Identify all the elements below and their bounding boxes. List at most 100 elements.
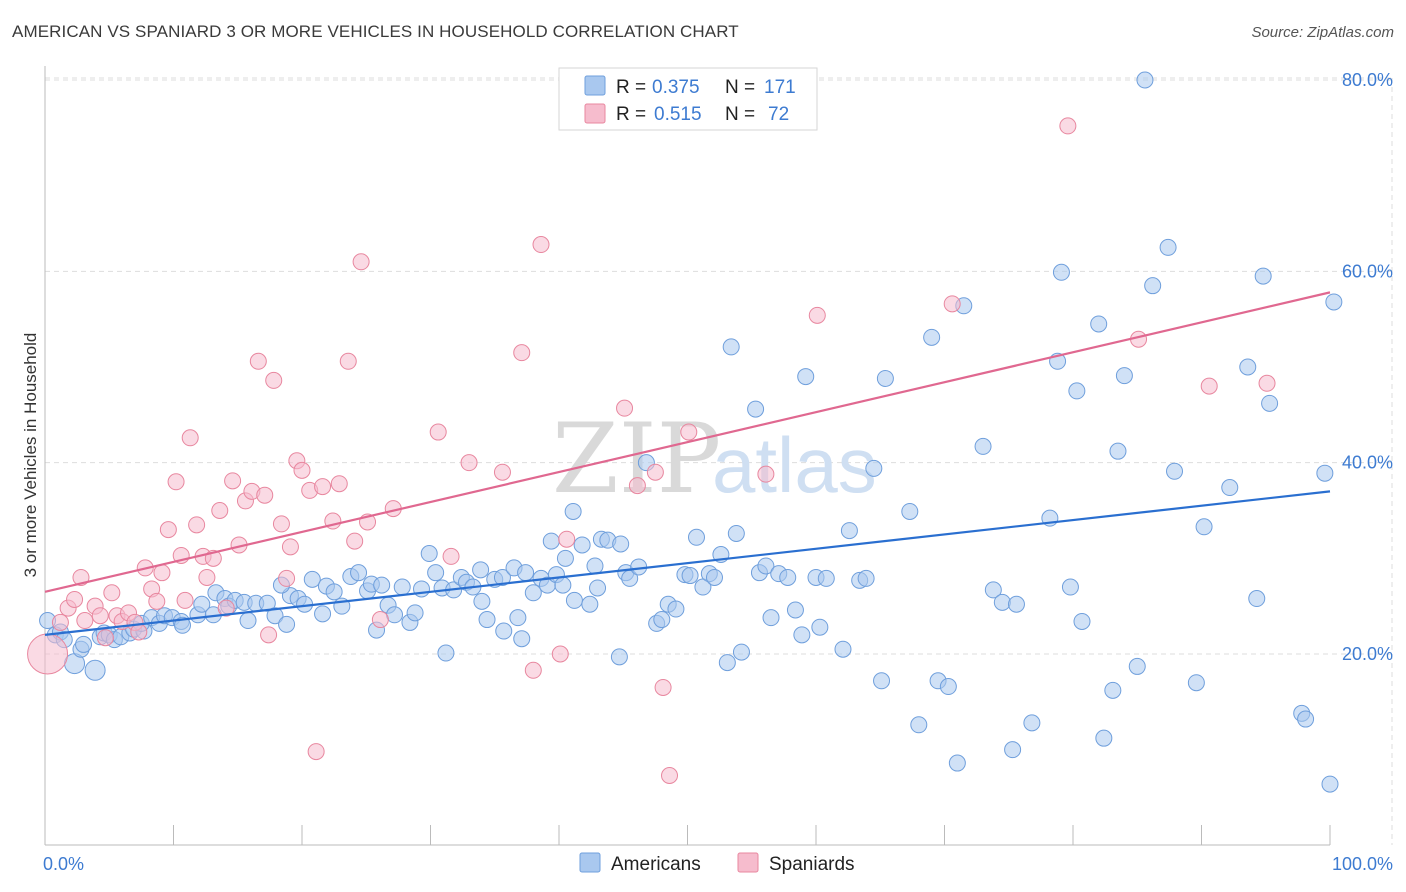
american-point-162 bbox=[1297, 710, 1315, 728]
american-point-71 bbox=[517, 564, 535, 582]
american-point-133 bbox=[984, 581, 1002, 599]
spaniard-point-75 bbox=[1258, 374, 1276, 392]
spaniard-point-3 bbox=[66, 590, 84, 608]
american-point-81 bbox=[581, 595, 599, 613]
american-point-57 bbox=[427, 564, 445, 582]
legend-swatch-americans bbox=[584, 75, 606, 96]
spaniard-point-69 bbox=[757, 465, 775, 483]
american-point-167 bbox=[509, 609, 527, 627]
legend-n-value-2: 72 bbox=[768, 104, 789, 125]
spaniard-point-17 bbox=[148, 592, 166, 610]
american-point-122 bbox=[865, 459, 883, 477]
spaniard-point-52 bbox=[371, 611, 389, 629]
spaniard-point-18 bbox=[153, 564, 171, 582]
american-point-117 bbox=[817, 569, 835, 587]
spaniard-point-44 bbox=[307, 743, 325, 761]
spaniard-point-22 bbox=[176, 591, 194, 609]
legend-r-label-2: R = bbox=[616, 104, 646, 125]
spaniard-point-1 bbox=[51, 613, 69, 631]
american-point-113 bbox=[793, 626, 811, 644]
spaniard-point-56 bbox=[460, 454, 478, 472]
american-point-92 bbox=[653, 611, 671, 629]
american-point-149 bbox=[1128, 657, 1146, 675]
series-spaniards bbox=[27, 117, 1276, 784]
american-point-72 bbox=[524, 584, 542, 602]
american-point-24 bbox=[193, 595, 211, 613]
spaniard-point-49 bbox=[346, 532, 364, 550]
y-tick-label-3: 80.0% bbox=[1342, 70, 1393, 90]
legend-r-value-1: 0.375 bbox=[652, 77, 700, 98]
american-point-102 bbox=[718, 654, 736, 672]
spaniard-point-24 bbox=[188, 516, 206, 534]
legend-r-label-1: R = bbox=[616, 77, 646, 98]
american-point-114 bbox=[797, 368, 815, 386]
spaniard-point-68 bbox=[680, 423, 698, 441]
american-point-160 bbox=[1261, 394, 1279, 412]
series-americans bbox=[39, 71, 1343, 793]
american-point-157 bbox=[1239, 358, 1257, 376]
american-point-78 bbox=[556, 549, 574, 567]
axes bbox=[44, 66, 1331, 846]
american-point-85 bbox=[610, 648, 628, 666]
spaniard-point-57 bbox=[493, 463, 511, 481]
y-tick-labels: 20.0% 40.0% 60.0% 80.0% bbox=[1342, 70, 1393, 664]
american-point-158 bbox=[1248, 590, 1266, 608]
watermark: ZIP atlas bbox=[552, 403, 877, 515]
american-point-40 bbox=[314, 605, 332, 623]
american-point-124 bbox=[876, 369, 894, 387]
spaniard-point-45 bbox=[314, 478, 332, 496]
legend-n-value-1: 171 bbox=[764, 77, 796, 98]
american-point-35 bbox=[278, 615, 296, 633]
spaniard-point-14 bbox=[130, 623, 148, 641]
bottom-legend-label-spaniards: Spaniards bbox=[769, 854, 855, 875]
spaniard-point-72 bbox=[1059, 117, 1077, 135]
spaniard-point-23 bbox=[181, 429, 199, 447]
spaniard-point-26 bbox=[198, 568, 216, 586]
y-axis-title: 3 or more Vehicles in Household bbox=[21, 333, 40, 578]
spaniard-point-58 bbox=[513, 344, 531, 362]
spaniard-point-61 bbox=[551, 645, 569, 663]
american-point-64 bbox=[473, 592, 491, 610]
trend-lines bbox=[44, 291, 1331, 636]
american-point-166 bbox=[586, 557, 604, 575]
americans-trend-line bbox=[44, 490, 1331, 636]
legend-n-label-2: N = bbox=[725, 104, 755, 125]
american-point-123 bbox=[873, 672, 891, 690]
american-point-146 bbox=[1104, 681, 1122, 699]
bottom-legend-swatch-spaniards bbox=[737, 852, 759, 873]
american-point-126 bbox=[910, 716, 928, 734]
american-point-150 bbox=[1136, 71, 1154, 89]
american-point-70 bbox=[513, 630, 531, 648]
american-point-163 bbox=[1316, 464, 1334, 482]
american-point-65 bbox=[478, 611, 496, 629]
american-point-106 bbox=[747, 400, 765, 418]
american-point-59 bbox=[437, 644, 455, 662]
american-point-31 bbox=[239, 612, 257, 630]
spaniard-point-70 bbox=[808, 306, 826, 324]
american-point-144 bbox=[1090, 315, 1108, 333]
spaniard-point-71 bbox=[943, 295, 961, 313]
american-point-132 bbox=[974, 437, 992, 455]
spaniard-point-47 bbox=[330, 475, 348, 493]
american-point-33 bbox=[258, 594, 276, 612]
legend-n-label-1: N = bbox=[725, 77, 755, 98]
spaniard-point-40 bbox=[281, 538, 299, 556]
spaniard-point-30 bbox=[224, 472, 242, 490]
spaniard-point-7 bbox=[91, 607, 109, 625]
american-point-140 bbox=[1052, 263, 1070, 281]
american-point-169 bbox=[564, 502, 582, 520]
spaniard-point-64 bbox=[628, 477, 646, 495]
american-point-164 bbox=[1321, 775, 1339, 793]
american-point-168 bbox=[472, 561, 490, 579]
american-point-137 bbox=[1023, 714, 1041, 732]
bottom-legend: Americans Spaniards bbox=[579, 852, 855, 875]
american-point-148 bbox=[1115, 367, 1133, 385]
american-point-108 bbox=[757, 557, 775, 575]
y-tick-label-0: 20.0% bbox=[1342, 644, 1393, 664]
american-point-94 bbox=[667, 600, 685, 618]
american-point-141 bbox=[1061, 578, 1079, 596]
watermark-zip: ZIP bbox=[552, 403, 721, 515]
american-point-116 bbox=[811, 618, 829, 636]
american-point-42 bbox=[325, 583, 343, 601]
american-point-145 bbox=[1095, 729, 1113, 747]
